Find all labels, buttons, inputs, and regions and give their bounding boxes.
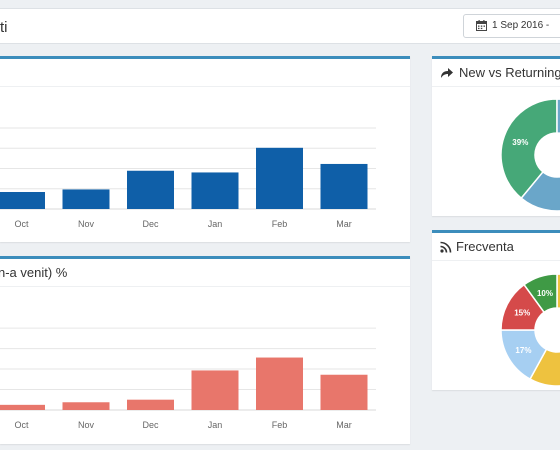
x-tick-label: Mar <box>336 420 352 430</box>
bar[interactable] <box>62 189 110 209</box>
x-tick-label: Dec <box>142 420 159 430</box>
x-tick-label: Oct <box>14 219 29 229</box>
bar-chart-2: Oct Nov Dec Jan Feb Mar <box>0 327 376 430</box>
x-tick-label: Oct <box>14 420 29 430</box>
bar[interactable] <box>0 192 45 209</box>
donut-chart-2: 517%15%10% <box>500 273 560 387</box>
panel-title: n-a venit) % <box>0 265 68 280</box>
slice-label: 10% <box>537 289 553 298</box>
date-range-button[interactable]: 1 Sep 2016 - <box>463 14 560 38</box>
slice-label: 17% <box>515 346 531 355</box>
bar[interactable] <box>127 399 174 410</box>
panel-header: Frecventa <box>432 233 560 261</box>
date-range-label: 1 Sep 2016 - <box>492 20 550 31</box>
bar[interactable] <box>191 172 239 209</box>
share-icon <box>441 68 453 78</box>
frecventa-panel: Frecventa 517%15%10% <box>432 230 560 390</box>
donut-slice[interactable] <box>529 273 560 387</box>
x-tick-label: Jan <box>208 420 223 430</box>
bar[interactable] <box>256 147 303 209</box>
x-tick-label: Jan <box>208 219 223 229</box>
donut-chart-1: 39% <box>500 98 560 212</box>
donut-slice[interactable] <box>520 98 560 212</box>
rss-icon <box>440 241 452 253</box>
panel-header: n-a venit) % <box>0 259 410 287</box>
bar[interactable] <box>320 374 368 410</box>
bar[interactable] <box>0 404 45 410</box>
donut-slice[interactable] <box>500 98 558 200</box>
slice-label: 15% <box>514 308 530 317</box>
top-header: ti 1 Sep 2016 - <box>0 8 560 44</box>
panel-header <box>0 59 410 87</box>
bar[interactable] <box>191 370 239 410</box>
donut-slice[interactable] <box>523 273 558 314</box>
x-tick-label: Dec <box>142 219 159 229</box>
new-vs-returning-panel: New vs Returning 39% <box>432 56 560 216</box>
bar[interactable] <box>320 163 368 209</box>
x-tick-label: Nov <box>78 219 95 229</box>
x-tick-label: Mar <box>336 219 352 229</box>
x-tick-label: Nov <box>78 420 95 430</box>
panel-header: New vs Returning <box>432 59 560 87</box>
bar-chart-panel-1: Oct Nov Dec Jan Feb Mar <box>0 56 410 242</box>
calendar-icon <box>476 20 487 31</box>
x-tick-label: Feb <box>272 420 288 430</box>
bar[interactable] <box>62 402 110 410</box>
bar-chart-1: Oct Nov Dec Jan Feb Mar <box>0 127 376 229</box>
slice-label: 39% <box>512 138 528 147</box>
page-title: ti <box>0 19 8 36</box>
panel-title: Frecventa <box>456 239 514 254</box>
x-tick-label: Feb <box>272 219 288 229</box>
bar[interactable] <box>127 170 174 209</box>
bar[interactable] <box>256 357 303 410</box>
panel-title: New vs Returning <box>459 65 560 80</box>
bar-chart-panel-2: n-a venit) % Oct Nov Dec Jan Feb Mar <box>0 256 410 444</box>
